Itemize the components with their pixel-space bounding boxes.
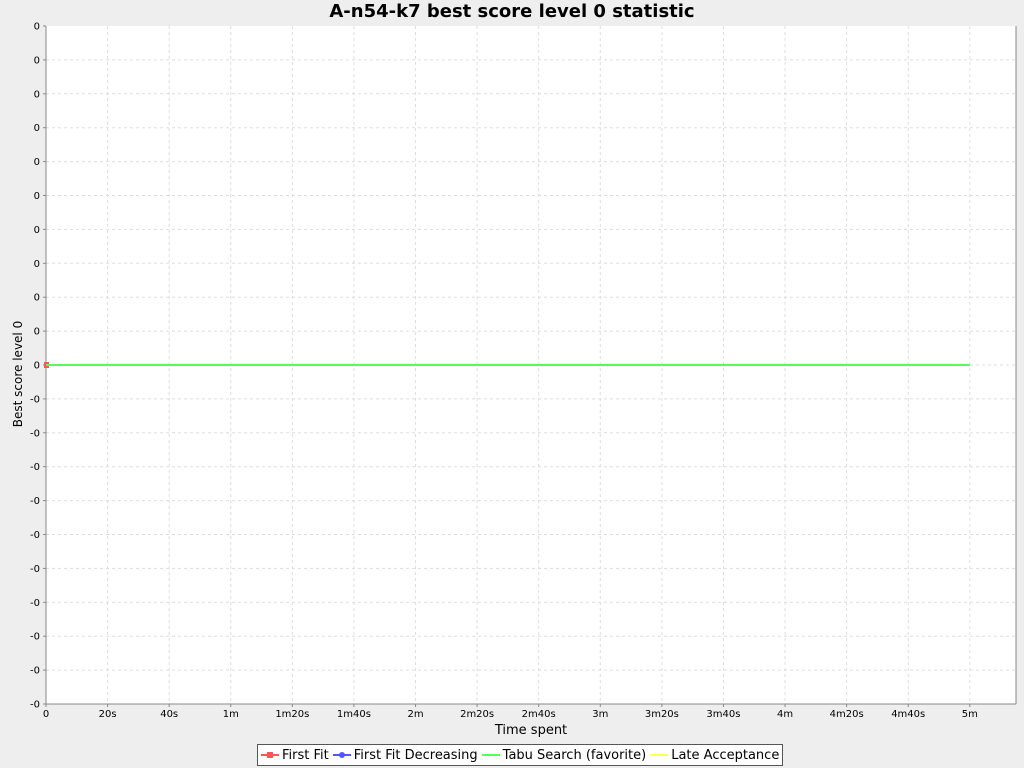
x-tick-label: 2m40s [522, 709, 556, 720]
legend-label: Late Acceptance [671, 747, 780, 763]
y-tick-label: 0 [34, 55, 40, 66]
legend-item: Tabu Search (favorite) [481, 747, 647, 763]
y-tick-label: -0 [30, 394, 40, 405]
legend-swatch [481, 754, 500, 756]
legend: First Fit First Fit Decreasing Tabu Search… [257, 744, 784, 766]
x-tick-label: 40s [160, 709, 178, 720]
legend-item: First Fit [261, 748, 329, 763]
y-tick-label: -0 [30, 632, 40, 643]
legend-swatch [650, 754, 669, 756]
y-tick-label: 0 [34, 327, 40, 338]
x-tick-label: 0 [43, 709, 49, 720]
x-tick-label: 3m20s [645, 709, 679, 720]
legend-swatch [332, 752, 351, 758]
y-tick-label: -0 [30, 666, 40, 677]
y-tick-label: 0 [34, 259, 40, 270]
x-tick-label: 4m40s [891, 709, 925, 720]
x-tick-label: 2m20s [460, 709, 494, 720]
chart-title: A-n54-k7 best score level 0 statistic [329, 1, 695, 22]
x-tick-label: 3m [592, 709, 608, 720]
x-tick-label: 4m [777, 709, 793, 720]
x-tick-label: 1m40s [337, 709, 371, 720]
y-tick-label: -0 [30, 598, 40, 609]
y-tick-label: 0 [34, 22, 40, 33]
y-tick-label: -0 [30, 564, 40, 575]
y-tick-label: 0 [34, 123, 40, 134]
legend-label: First Fit Decreasing [353, 747, 478, 763]
x-tick-label: 20s [99, 709, 117, 720]
x-axis-label: Time spent [494, 723, 567, 738]
y-tick-label: 0 [34, 225, 40, 236]
y-tick-label: 0 [34, 89, 40, 100]
y-tick-label: -0 [30, 428, 40, 439]
legend-item: First Fit Decreasing [332, 747, 478, 763]
x-axis-ticks: 0 20s 40s 1m 1m20s 1m40s 2m 2m20s 2m40s 3m 3m20s 3m… [43, 704, 978, 720]
y-tick-label: 0 [34, 293, 40, 304]
x-tick-label: 2m [407, 709, 423, 720]
y-tick-label: 0 [34, 157, 40, 168]
legend-swatch [261, 752, 279, 758]
legend-label: First Fit [282, 747, 329, 763]
x-tick-label: 3m40s [706, 709, 740, 720]
y-tick-label: -0 [30, 700, 40, 711]
y-axis-label: Best score level 0 [11, 321, 25, 427]
x-tick-label: 1m [223, 709, 239, 720]
y-tick-label: -0 [30, 462, 40, 473]
y-tick-label: -0 [30, 530, 40, 541]
y-tick-label: 0 [34, 361, 40, 372]
legend-label: Tabu Search (favorite) [502, 747, 647, 763]
x-tick-label: 4m20s [830, 709, 864, 720]
y-tick-label: -0 [30, 496, 40, 507]
series-layer [44, 362, 970, 368]
legend-item: Late Acceptance [650, 748, 779, 763]
x-tick-label: 5m [962, 709, 978, 720]
y-tick-label: 0 [34, 191, 40, 202]
y-axis-ticks: 0 0 0 0 0 0 0 0 0 0 0 -0 -0 -0 -0 -0 -0 -0 -0 -0 -0 [30, 22, 46, 711]
x-tick-label: 1m20s [275, 709, 309, 720]
